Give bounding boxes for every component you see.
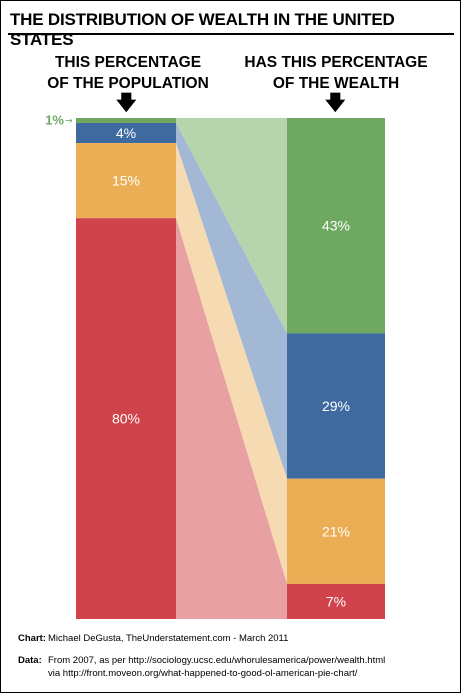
right-arrow-icon: →: [65, 117, 73, 127]
data-source-label: Data:: [18, 655, 42, 666]
left-column-header: THIS PERCENTAGE OF THE POPULATION: [28, 52, 228, 94]
wealth-bar-3: [287, 478, 385, 584]
left-header-line-2: OF THE POPULATION: [47, 75, 209, 92]
right-header-line-2: OF THE WEALTH: [272, 75, 400, 92]
flow-band-3: [176, 143, 287, 584]
flow-band-4: [176, 218, 287, 619]
down-arrow-icon: 🡇: [325, 90, 346, 114]
down-arrow-icon: 🡇: [116, 90, 137, 114]
data-source: Data: From 2007, as per http://sociology.…: [18, 654, 385, 680]
population-label-2: 4%: [116, 125, 136, 141]
chart-credit: Chart: Michael DeGusta, TheUnderstatement…: [18, 632, 288, 645]
left-header-line-1: THIS PERCENTAGE: [54, 54, 202, 71]
population-bar-3: [76, 143, 176, 219]
data-source-line-2: via http://front.moveon.org/what-happene…: [48, 668, 358, 679]
population-label-1: 1%: [45, 113, 64, 128]
wealth-label-4: 7%: [326, 593, 346, 609]
wealth-label-2: 29%: [322, 398, 350, 414]
title-divider: [8, 33, 454, 35]
right-header-line-1: HAS THIS PERCENTAGE: [244, 54, 428, 71]
population-label-3: 15%: [112, 173, 140, 189]
data-source-line-1: From 2007, as per http://sociology.ucsc.…: [48, 655, 386, 666]
population-bar-2: [76, 123, 176, 144]
wealth-label-1: 43%: [322, 218, 350, 234]
right-column-header: HAS THIS PERCENTAGE OF THE WEALTH: [236, 52, 436, 94]
flow-band-1: [176, 118, 287, 334]
chart-credit-text: Michael DeGusta, TheUnderstatement.com -…: [48, 633, 289, 644]
chart-credit-label: Chart:: [18, 633, 46, 644]
wealth-bar-4: [287, 583, 385, 619]
wealth-bar-2: [287, 333, 385, 479]
flow-band-2: [176, 123, 287, 479]
population-bar-1: [76, 118, 176, 124]
population-label-4: 80%: [112, 411, 140, 427]
wealth-bar-1: [287, 118, 385, 334]
wealth-label-3: 21%: [322, 523, 350, 539]
population-bar-4: [76, 218, 176, 619]
